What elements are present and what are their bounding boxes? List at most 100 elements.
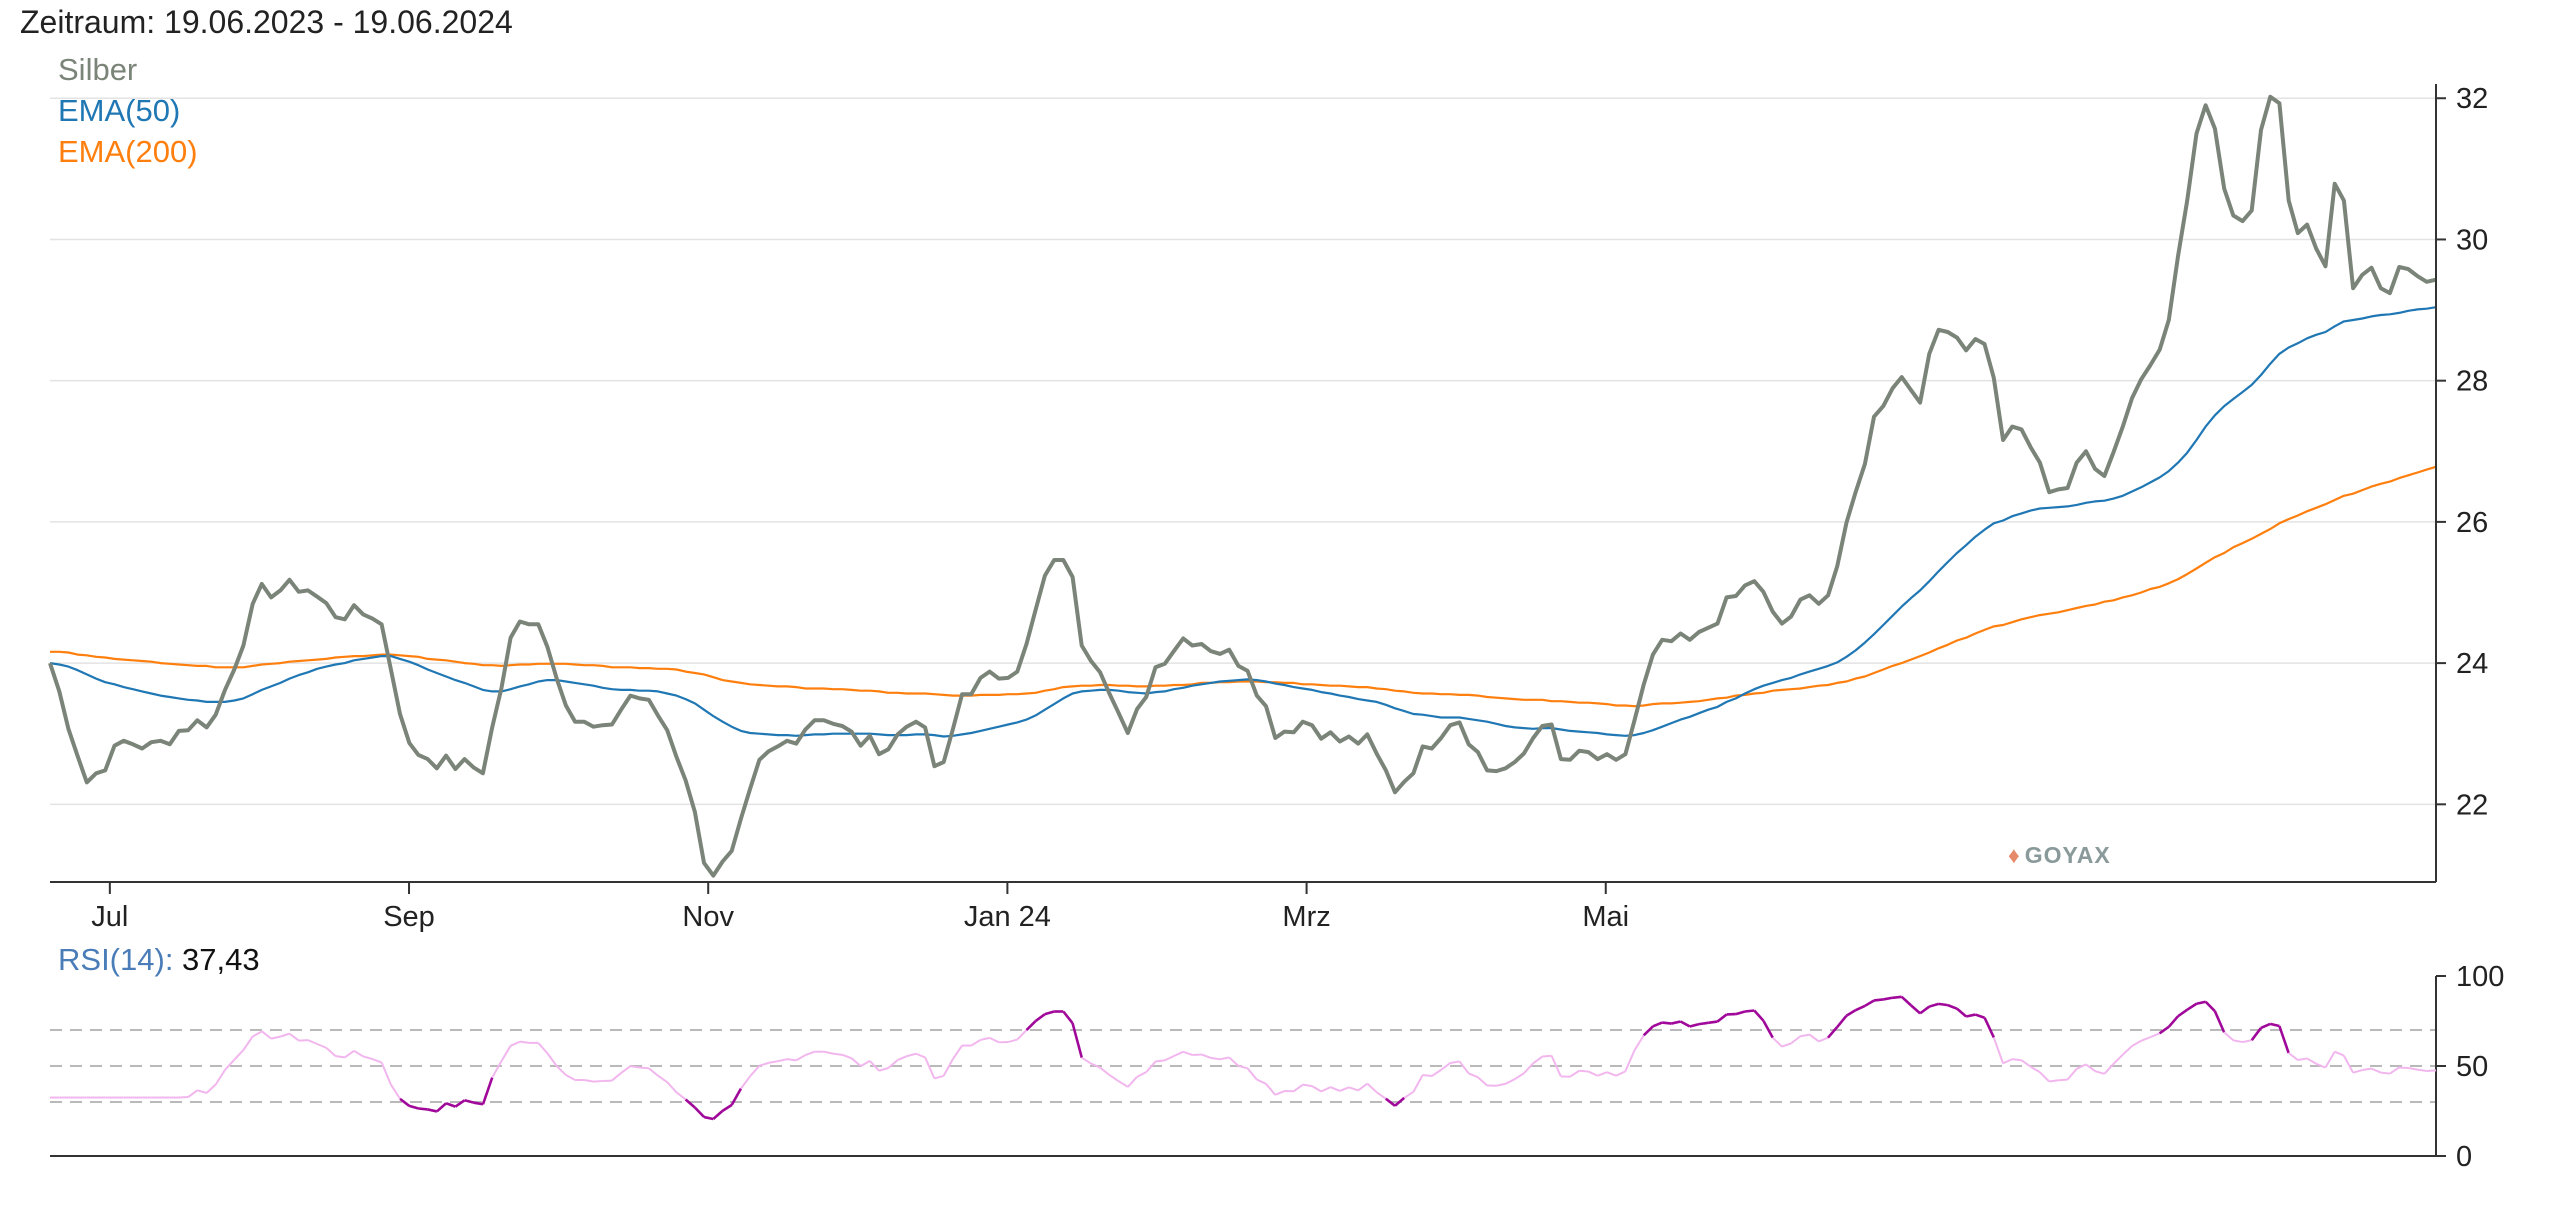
rsi-segment xyxy=(1698,1021,1709,1026)
ema50-line xyxy=(49,306,2437,738)
rsi-segment xyxy=(280,1032,290,1038)
rsi-segment xyxy=(2223,1031,2234,1042)
rsi-segment xyxy=(2131,1039,2142,1047)
rsi-segment xyxy=(555,1065,567,1076)
rsi-segment xyxy=(1081,1056,1092,1065)
rsi-segment xyxy=(2352,1069,2363,1074)
rsi-segment xyxy=(2204,1000,2216,1013)
rsi-segment xyxy=(372,1058,382,1064)
rsi-segment xyxy=(1450,1060,1460,1064)
rsi-segment xyxy=(1836,1014,1848,1028)
rsi-segment xyxy=(2371,1067,2382,1074)
rsi-segment xyxy=(1735,1010,1746,1016)
y-tick-label: 30 xyxy=(2456,224,2488,256)
rsi-segment xyxy=(1210,1056,1221,1061)
rsi-segment xyxy=(1274,1090,1285,1096)
rsi-segment xyxy=(1708,1020,1718,1025)
rsi-segment xyxy=(1542,1054,1552,1058)
rsi-segment xyxy=(1192,1053,1202,1056)
rsi-segment xyxy=(2417,1068,2427,1073)
rsi-segment xyxy=(1339,1086,1350,1092)
rsi-segment xyxy=(2408,1066,2418,1071)
rsi-segment xyxy=(1293,1083,1304,1093)
rsi-segment xyxy=(565,1074,576,1081)
rsi-segment xyxy=(1919,1005,1931,1015)
rsi-segment xyxy=(906,1052,917,1058)
rsi-segment xyxy=(436,1102,447,1113)
rsi-segment xyxy=(869,1060,880,1072)
y-tick-label: 24 xyxy=(2456,648,2488,680)
rsi-segment xyxy=(2306,1057,2317,1065)
rsi-segment xyxy=(1320,1086,1331,1093)
rsi-segment xyxy=(2186,1002,2198,1011)
rsi-segment xyxy=(418,1107,428,1111)
rsi-segment xyxy=(1624,1049,1636,1072)
rsi-segment xyxy=(2030,1065,2041,1074)
rsi-segment xyxy=(2112,1053,2124,1065)
rsi-segment xyxy=(1422,1074,1432,1078)
rsi-label: RSI(14) xyxy=(58,942,165,977)
period-label: Zeitraum: 19.06.2023 - 19.06.2024 xyxy=(20,4,513,40)
rsi-segment xyxy=(1173,1050,1184,1057)
rsi-segment xyxy=(703,1115,714,1121)
rsi-segment xyxy=(2242,1039,2252,1044)
rsi-segment xyxy=(942,1058,954,1077)
rsi-segment xyxy=(2269,1022,2280,1028)
rsi-segment xyxy=(261,1030,272,1040)
rsi-segment xyxy=(897,1055,908,1062)
rsi-segment xyxy=(2196,1000,2206,1006)
rsi-segment xyxy=(693,1106,706,1118)
rsi-segment xyxy=(1412,1074,1424,1093)
rsi-segment xyxy=(1440,1062,1451,1071)
rsi-segment xyxy=(721,1103,733,1112)
rsi-segment xyxy=(1642,1025,1654,1037)
rsi-segment xyxy=(546,1052,558,1067)
x-tick-label: Sep xyxy=(383,901,435,933)
rsi-segment xyxy=(1514,1072,1525,1081)
rsi-segment xyxy=(1883,996,1893,1001)
rsi-segment xyxy=(2150,1032,2161,1039)
rsi-segment xyxy=(1348,1086,1359,1092)
goyax-watermark: ♦ GOYAX xyxy=(2008,842,2111,869)
rsi-segment xyxy=(1099,1066,1111,1076)
rsi-segment xyxy=(980,1036,990,1041)
rsi-segment xyxy=(1781,1042,1792,1048)
rsi-current-value: 37,43 xyxy=(182,942,260,977)
rsi-segment xyxy=(380,1062,392,1085)
rsi-segment xyxy=(2076,1063,2087,1070)
rsi-segment xyxy=(205,1083,217,1094)
rsi-segment xyxy=(1394,1096,1406,1107)
rsi-segment xyxy=(408,1104,419,1110)
rsi-segment xyxy=(2177,1008,2189,1018)
rsi-segment xyxy=(2020,1059,2032,1068)
rsi-segment xyxy=(2103,1063,2115,1075)
rsi-segment xyxy=(1652,1021,1663,1028)
rsi-segment xyxy=(1892,995,1902,1000)
rsi-segment xyxy=(657,1074,668,1084)
rsi-segment xyxy=(2260,1022,2271,1030)
rsi-segment xyxy=(2233,1039,2243,1044)
price-grid: 22 24 26 28 30 32 xyxy=(50,83,2488,821)
rsi-segment xyxy=(1956,1007,1968,1018)
rsi-segment xyxy=(316,1043,327,1049)
rsi-segment xyxy=(1155,1059,1165,1063)
rsi-segment xyxy=(1164,1055,1175,1062)
rsi-segment xyxy=(1201,1053,1212,1059)
rsi-segment xyxy=(1062,1010,1074,1024)
rsi-segment xyxy=(1800,1033,1810,1038)
y-tick-label: 28 xyxy=(2456,366,2488,398)
rsi-segment xyxy=(1219,1056,1230,1061)
rsi-segment xyxy=(2012,1058,2022,1062)
x-tick-label: Nov xyxy=(682,901,734,933)
x-tick-label: Mai xyxy=(1582,901,1629,933)
x-tick-label: Jul xyxy=(91,901,128,933)
rsi-segment xyxy=(630,1065,640,1069)
rsi-segment xyxy=(1477,1076,1488,1087)
rsi-segment xyxy=(1689,1022,1700,1028)
rsi-segment xyxy=(2158,1025,2170,1035)
rsi-segment xyxy=(1090,1062,1101,1069)
rsi-segment xyxy=(1808,1033,1820,1043)
rsi-segment xyxy=(1965,1013,1976,1018)
rsi-segment xyxy=(1588,1070,1599,1077)
